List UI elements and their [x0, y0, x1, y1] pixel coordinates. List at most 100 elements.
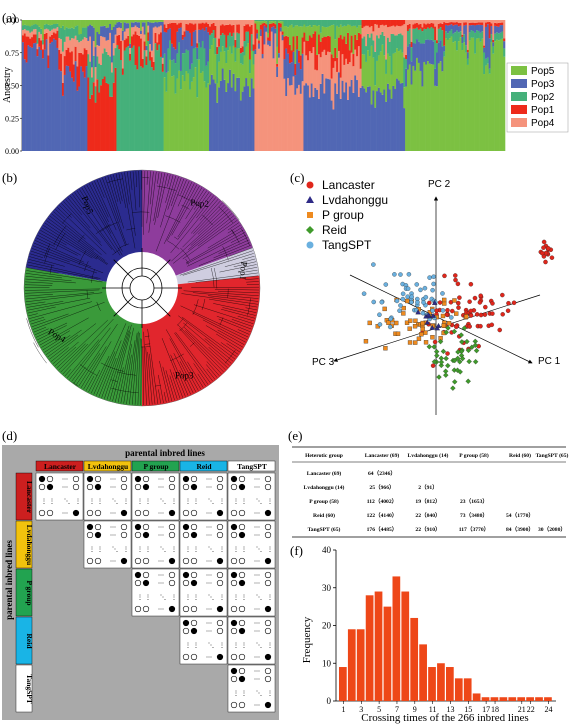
ancestry-bar-segment	[461, 50, 464, 151]
ancestry-bar-segment	[72, 81, 75, 151]
svg-text:⋯: ⋯	[254, 485, 260, 491]
histogram-bar	[401, 591, 410, 701]
ancestry-bar-segment	[105, 82, 108, 151]
ancestry-bar-segment	[47, 68, 50, 151]
ancestry-bar-segment	[405, 20, 408, 55]
svg-text:⋯: ⋯	[158, 581, 164, 587]
ancestry-bar-segment	[172, 20, 175, 23]
ancestry-bar-segment	[383, 89, 386, 151]
ancestry-bar-segment	[303, 24, 306, 33]
ancestry-bar-segment	[425, 20, 428, 25]
ancestry-bar-segment	[308, 97, 312, 151]
ancestry-bar-segment	[272, 20, 275, 21]
ancestry-bar-segment	[110, 62, 114, 73]
ancestry-bar-segment	[183, 31, 186, 37]
ancestry-bar-segment	[410, 41, 413, 48]
ancestry-bar-segment	[265, 31, 268, 151]
ancestry-bar-segment	[143, 34, 146, 42]
histogram-x-tick: 1	[341, 705, 345, 714]
ancestry-bar-segment	[379, 92, 382, 151]
ancestry-bar-segment	[381, 31, 384, 45]
ancestry-bar-segment	[279, 23, 282, 28]
ancestry-y-axis: Ancestry 1.000.750.500.250.00	[2, 16, 23, 156]
ancestry-bar-segment	[479, 41, 482, 151]
ancestry-bar-segment	[454, 32, 457, 42]
ancestry-bar-segment	[383, 35, 386, 56]
ancestry-bar-segment	[112, 55, 115, 83]
ancestry-bar-segment	[205, 87, 208, 151]
ancestry-bar-segment	[454, 41, 457, 152]
ancestry-bar-segment	[143, 50, 146, 151]
ancestry-bar-segment	[43, 29, 46, 34]
ancestry-bar-segment	[399, 20, 402, 27]
ancestry-bar-segment	[341, 20, 344, 27]
ancestry-bar-segment	[174, 20, 177, 23]
ancestry-bar-segment	[430, 20, 433, 23]
ancestry-bar-segment	[209, 34, 212, 50]
ancestry-bar-segment	[61, 51, 65, 83]
ancestry-bar-segment	[259, 24, 262, 30]
ancestry-bar-segment	[399, 83, 402, 151]
ancestry-bar-segment	[345, 43, 348, 59]
ancestry-bar-segment	[69, 52, 72, 72]
ancestry-bar-segment	[356, 20, 359, 28]
ancestry-bar-segment	[432, 64, 435, 151]
matrix-dot	[72, 509, 80, 517]
ancestry-bar-segment	[239, 20, 243, 48]
legend-swatch	[511, 79, 527, 88]
ancestry-bar-segment	[450, 20, 453, 23]
ancestry-bar-segment	[428, 63, 431, 152]
table-cell: 23（1653）	[460, 497, 488, 505]
ancestry-bar-segment	[372, 57, 375, 91]
pca-point	[406, 272, 412, 277]
ancestry-bar-segment	[43, 20, 46, 25]
ancestry-bar-segment	[486, 24, 489, 58]
svg-text:⋯: ⋯	[158, 533, 164, 539]
matrix-dot	[120, 475, 128, 483]
tree-label-pop2: Pop2	[190, 197, 209, 209]
ancestry-bar-segment	[425, 64, 428, 151]
ancestry-bar-segment	[118, 27, 121, 35]
ancestry-bar-segment	[278, 53, 281, 58]
ancestry-bar-segment	[179, 22, 183, 28]
ancestry-bar-segment	[52, 38, 55, 151]
matrix-dot	[216, 509, 224, 517]
ancestry-bar-segment	[34, 42, 37, 151]
svg-text:⋯: ⋯	[254, 573, 260, 579]
matrix-dot	[238, 675, 246, 683]
matrix-dot	[142, 509, 150, 517]
ancestry-bar-segment	[158, 20, 161, 22]
histogram-y-tick: 40	[322, 545, 332, 555]
ancestry-bar-segment	[317, 25, 321, 35]
ancestry-bar-segment	[160, 32, 163, 57]
ancestry-bar-segment	[221, 68, 224, 151]
ancestry-bar-segment	[341, 39, 344, 55]
ancestry-bar-segment	[165, 20, 168, 28]
ancestry-bar-segment	[408, 43, 411, 65]
ancestry-bar-segment	[325, 27, 328, 37]
table-header-cell: Heterotic group	[305, 453, 343, 459]
ancestry-bar-segment	[129, 43, 132, 48]
matrix-dot	[238, 701, 246, 709]
ancestry-bar-segment	[268, 20, 272, 22]
ancestry-bar-segment	[51, 34, 54, 42]
ancestry-bar-segment	[40, 20, 43, 29]
ancestry-bar-segment	[101, 53, 105, 79]
matrix-dot	[216, 605, 224, 613]
ancestry-bar-segment	[112, 82, 115, 151]
ancestry-bar-segment	[219, 80, 223, 151]
pca-point	[459, 339, 465, 345]
svg-text:⋮: ⋮	[267, 499, 273, 505]
ancestry-bar-segment	[85, 50, 88, 67]
ancestry-bar-segment	[367, 33, 370, 51]
ancestry-bar-segment	[465, 45, 468, 53]
svg-text:⋮: ⋮	[267, 691, 273, 697]
ancestry-bar-segment	[392, 85, 395, 151]
ancestry-bar-segment	[499, 20, 502, 23]
ancestry-bar-segment	[434, 68, 437, 86]
pca-point	[444, 312, 450, 317]
matrix-dot	[86, 475, 94, 483]
ancestry-bar-segment	[477, 20, 480, 23]
pca-point	[398, 303, 403, 308]
ancestry-bar-segment	[468, 40, 471, 151]
